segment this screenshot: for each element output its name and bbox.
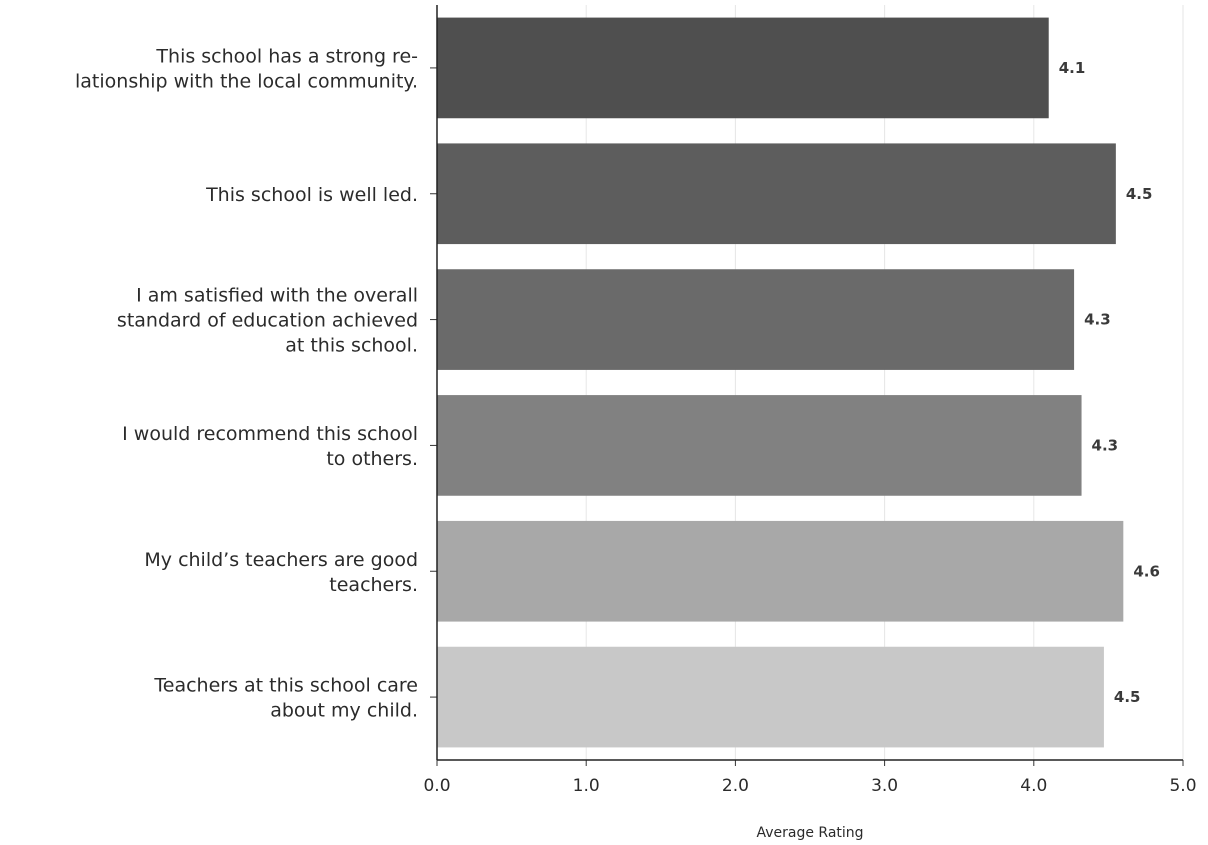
axes <box>430 5 1184 766</box>
bars <box>437 17 1124 748</box>
bar <box>437 17 1049 119</box>
category-label-line: My child’s teachers are good <box>144 549 418 571</box>
bar <box>437 646 1104 748</box>
x-tick-label: 4.0 <box>1020 776 1047 796</box>
category-label-line: about my child. <box>270 700 418 722</box>
x-tick-label: 2.0 <box>722 776 749 796</box>
category-label-line: Teachers at this school care <box>153 675 418 697</box>
x-tick-label: 0.0 <box>423 776 450 796</box>
category-label-line: This school has a strong re- <box>155 45 418 67</box>
x-tick-label: 1.0 <box>573 776 600 796</box>
data-label: 4.1 <box>1059 59 1086 77</box>
x-axis-title: Average Rating <box>756 825 863 841</box>
x-tick-label: 5.0 <box>1169 776 1196 796</box>
category-label-line: teachers. <box>329 574 418 596</box>
category-label-line: This school is well led. <box>205 184 418 206</box>
labels: 0.0 1.0 2.0 3.0 4.0 5.0 4.1 This school has a s… <box>75 45 1197 796</box>
category-label: I would recommend this school to others. <box>122 423 418 470</box>
bar <box>437 395 1082 496</box>
category-label: I am satisfied with the overall standard … <box>117 285 418 357</box>
data-label: 4.5 <box>1126 185 1153 203</box>
category-label: This school is well led. <box>205 184 418 206</box>
category-label: This school has a strong re-lationship w… <box>75 45 418 92</box>
category-label-line: I would recommend this school <box>122 423 418 445</box>
category-label: My child’s teachers are good teachers. <box>144 549 418 596</box>
data-label: 4.5 <box>1114 688 1141 706</box>
bar <box>437 520 1124 622</box>
bar <box>437 269 1075 370</box>
data-label: 4.6 <box>1133 562 1160 580</box>
category-label-line: to others. <box>326 448 418 470</box>
category-label-line: standard of education achieved <box>117 310 418 332</box>
category-label: Teachers at this school care about my chi… <box>153 675 418 722</box>
bar <box>437 143 1116 245</box>
data-label: 4.3 <box>1084 311 1111 329</box>
gridlines <box>585 5 1184 760</box>
category-label-line: I am satisfied with the overall <box>136 285 418 307</box>
category-label-line: lationship with the local community. <box>75 70 418 92</box>
x-tick-label: 3.0 <box>871 776 898 796</box>
data-label: 4.3 <box>1092 436 1119 454</box>
category-label-line: at this school. <box>285 335 418 357</box>
